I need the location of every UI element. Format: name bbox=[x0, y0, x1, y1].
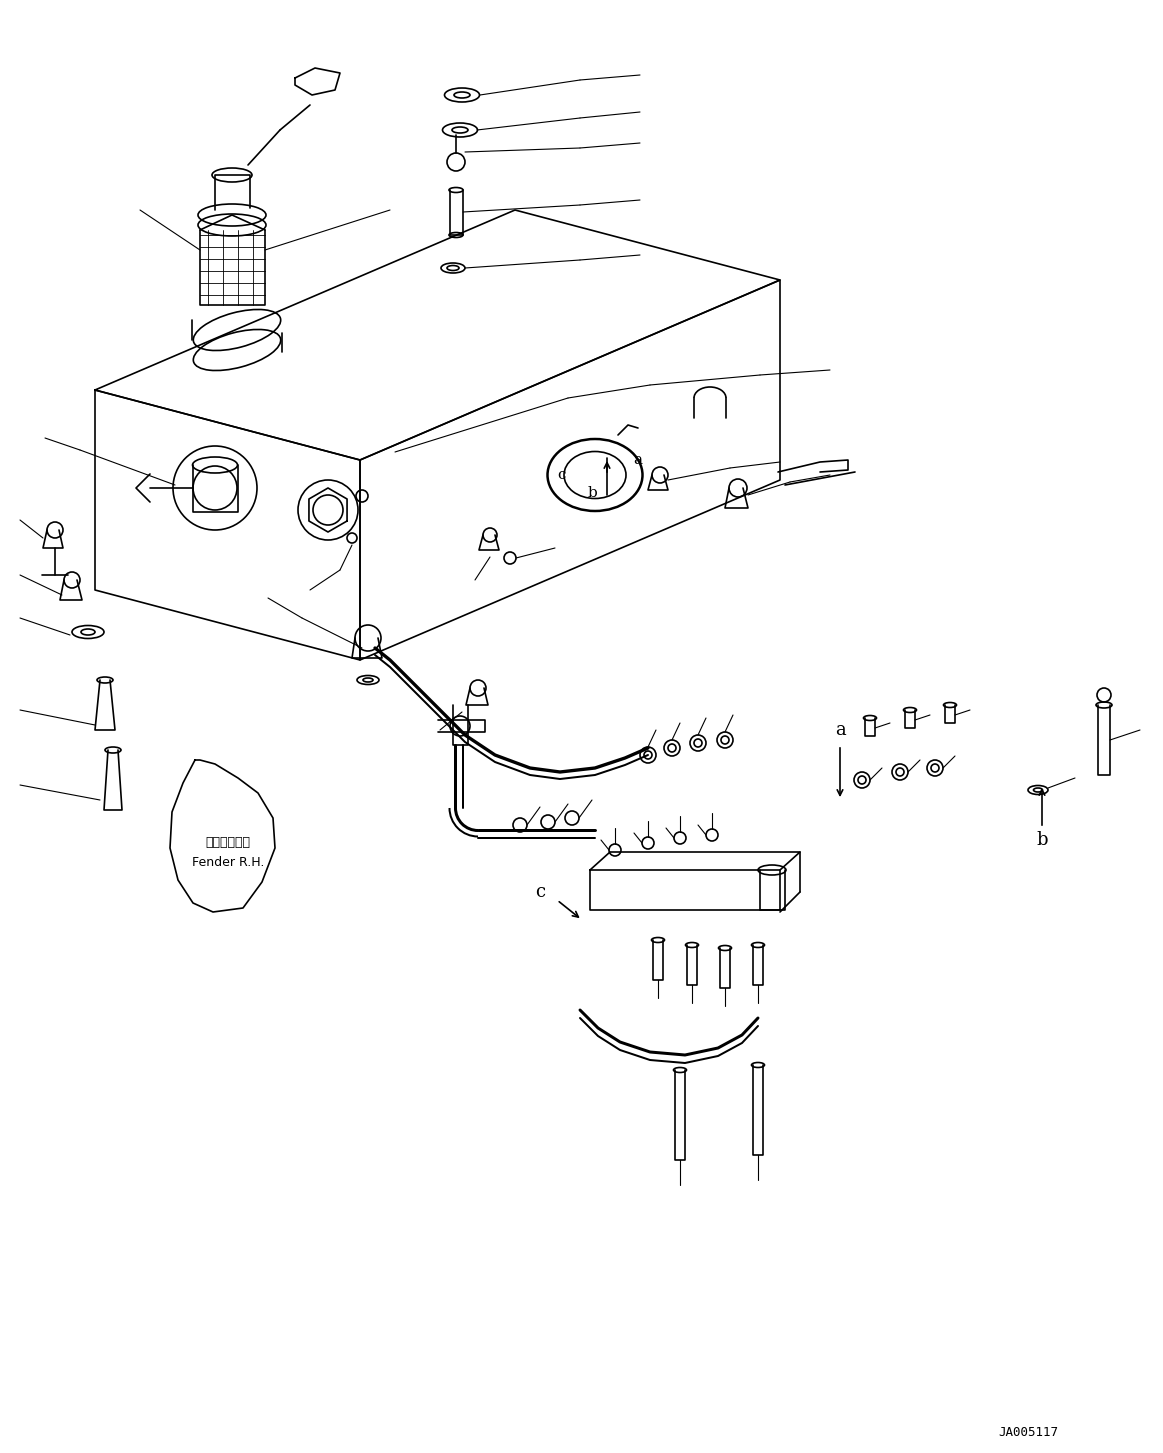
Text: a: a bbox=[634, 453, 642, 466]
Text: Fender R.H.: Fender R.H. bbox=[192, 856, 264, 869]
Text: b: b bbox=[1036, 831, 1048, 849]
Text: c: c bbox=[558, 468, 566, 482]
Text: フェンダ　右: フェンダ 右 bbox=[206, 837, 250, 850]
Text: JA005117: JA005117 bbox=[998, 1425, 1058, 1438]
Text: c: c bbox=[535, 883, 545, 901]
Text: b: b bbox=[587, 485, 597, 500]
Text: a: a bbox=[835, 721, 846, 740]
